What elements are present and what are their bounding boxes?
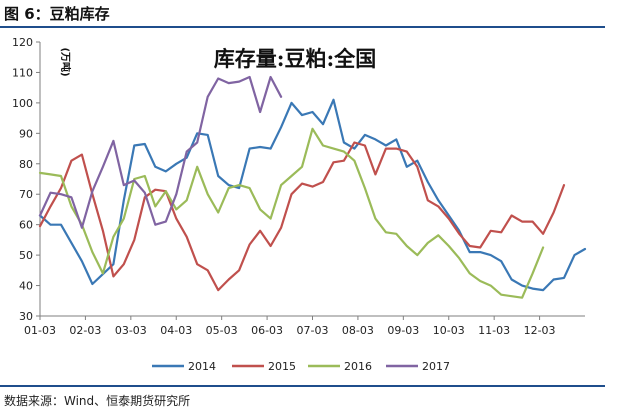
x-tick-label: 10-03 (433, 324, 465, 337)
y-tick-label: 80 (19, 158, 33, 171)
legend-label-2017: 2017 (422, 360, 450, 373)
x-tick-label: 11-03 (478, 324, 510, 337)
y-tick-label: 100 (12, 97, 33, 110)
series-line-2014 (38, 98, 587, 292)
y-tick-label: 40 (19, 280, 33, 293)
y-tick-label: 90 (19, 127, 33, 140)
y-tick-label: 30 (19, 310, 33, 323)
y-tick-label: 110 (12, 66, 33, 79)
chart-title: 库存量:豆粕:全国 (214, 46, 377, 71)
x-tick-label: 05-03 (206, 324, 238, 337)
x-tick-label: 08-03 (342, 324, 374, 337)
y-tick-label: 50 (19, 249, 33, 262)
y-tick-label: 120 (12, 36, 33, 49)
source-note: 数据来源：Wind、恒泰期货研究所 (4, 394, 191, 408)
y-unit-label: (万吨) (59, 47, 72, 76)
bottom-rule (0, 385, 605, 387)
chart-legend: 2014 2015 2016 2017 (152, 360, 450, 373)
x-tick-label: 01-03 (24, 324, 56, 337)
series-line-2017 (38, 75, 283, 229)
figure-label: 图 6：豆粕库存 (4, 5, 110, 23)
y-tick-label: 60 (19, 219, 33, 232)
top-rule (0, 26, 605, 28)
x-tick-label: 09-03 (387, 324, 419, 337)
legend-label-2015: 2015 (268, 360, 296, 373)
legend-label-2014: 2014 (188, 360, 216, 373)
x-tick-label: 04-03 (160, 324, 192, 337)
chart-axes: 30 40 50 60 70 80 90 100 110 120 01-03 02-03 03-03 04… (12, 36, 585, 337)
x-tick-label: 12-03 (524, 324, 556, 337)
series-line-2015 (38, 141, 566, 292)
series-line-2016 (38, 127, 545, 299)
y-tick-label: 70 (19, 188, 33, 201)
chart-lines (38, 75, 587, 299)
x-tick-label: 02-03 (69, 324, 101, 337)
legend-label-2016: 2016 (344, 360, 372, 373)
x-tick-label: 03-03 (115, 324, 147, 337)
x-tick-label: 07-03 (297, 324, 329, 337)
x-tick-label: 06-03 (251, 324, 283, 337)
